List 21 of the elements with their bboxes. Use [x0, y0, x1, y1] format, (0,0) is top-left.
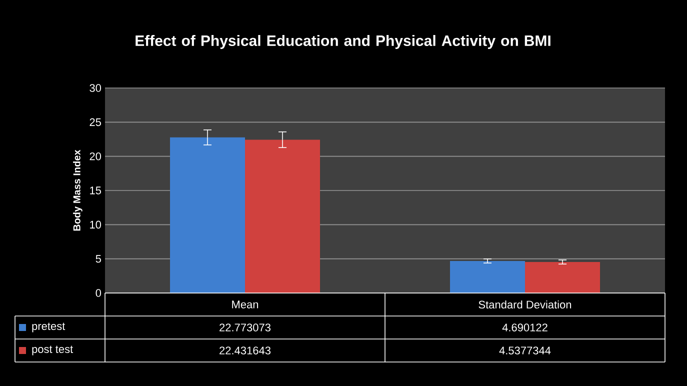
data-label: 4.5377344: [499, 346, 551, 354]
y-tick-label: 15: [90, 186, 101, 194]
chart-title: Effect of Physical Education and Physical Activity on BMI: [136, 35, 550, 49]
x-tick-label: Mean: [232, 300, 258, 308]
x-tick-label: Standard Deviation: [478, 300, 572, 309]
data-label: 4.690122: [502, 324, 548, 332]
y-axis-title: Body Mass Index: [73, 150, 82, 231]
y-tick-label: 10: [90, 220, 102, 229]
y-tick-label: 20: [90, 152, 102, 160]
legend-label: pretest: [32, 322, 66, 332]
y-tick-label: 30: [90, 84, 102, 92]
data-label: 22.773073: [220, 324, 271, 332]
y-tick-label: 5: [96, 255, 101, 263]
bar: [450, 260, 526, 293]
legend-label: post test: [32, 346, 74, 356]
data-label: 22.431643: [220, 346, 271, 354]
bar: [525, 262, 600, 293]
bar: [245, 140, 320, 293]
y-tick-label: 0: [96, 289, 102, 297]
bar: [170, 137, 246, 293]
y-tick-label: 25: [90, 118, 101, 126]
